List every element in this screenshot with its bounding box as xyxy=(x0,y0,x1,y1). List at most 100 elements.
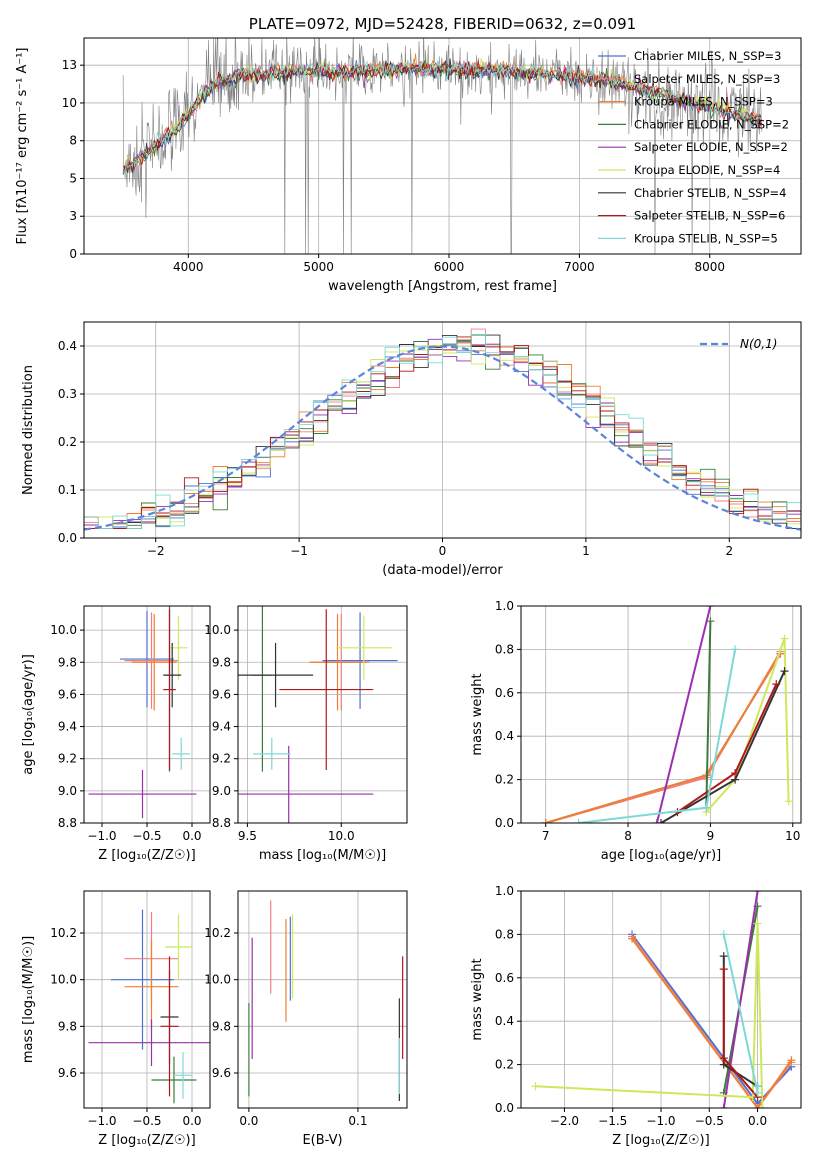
y-tick-label: 0.8 xyxy=(495,642,514,656)
legend-label: Salpeter ELODIE, N_SSP=2 xyxy=(634,140,788,154)
x-tick-label: −2.0 xyxy=(550,1114,579,1128)
x-tick-label: 0.0 xyxy=(748,1114,767,1128)
point-marker xyxy=(758,1104,767,1108)
plot-area xyxy=(531,891,796,1108)
y-tick-label: 0.2 xyxy=(495,773,514,787)
y-axis-label: mass weight xyxy=(470,958,485,1040)
point-marker xyxy=(719,952,728,961)
y-tick-label: 13 xyxy=(62,58,77,72)
model-line xyxy=(122,59,762,176)
point-marker xyxy=(706,617,715,626)
x-axis-label: (data-model)/error xyxy=(382,563,503,578)
series xyxy=(719,930,762,1097)
plot-area xyxy=(122,38,763,254)
point-marker xyxy=(628,934,637,943)
axes-frame xyxy=(83,605,211,824)
series xyxy=(531,919,767,1108)
y-tick-label: 10.2 xyxy=(50,926,77,940)
series xyxy=(702,617,715,812)
axes-frame xyxy=(83,890,211,1109)
grid xyxy=(84,891,210,1108)
point-marker xyxy=(753,1104,762,1108)
data-point xyxy=(253,737,291,770)
y-tick-label: 9.6 xyxy=(58,687,77,701)
point-marker xyxy=(652,819,661,823)
point-marker xyxy=(772,680,781,689)
y-tick-label: 0.4 xyxy=(495,729,514,743)
data-point xyxy=(88,769,197,819)
plot-area xyxy=(88,909,210,1104)
data-point xyxy=(238,642,314,708)
axes-frame xyxy=(83,321,802,539)
y-axis-label: mass [log₁₀(M/M☉)] xyxy=(21,936,36,1063)
point-marker xyxy=(719,965,728,974)
series xyxy=(673,680,781,817)
series xyxy=(719,891,762,1108)
point-marker xyxy=(719,1054,728,1063)
x-tick-label: 8000 xyxy=(694,260,725,274)
point-marker xyxy=(719,930,728,939)
grid xyxy=(238,891,407,1108)
data-point xyxy=(309,614,366,711)
x-tick-label: 0.1 xyxy=(348,1114,367,1128)
legend-label: Kroupa MILES, N_SSP=3 xyxy=(634,95,773,109)
y-tick-label: 9.0 xyxy=(58,784,77,798)
y-tick-label: 9.4 xyxy=(212,720,231,734)
x-axis-label: E(B-V) xyxy=(302,1133,342,1148)
x-tick-label: −1.5 xyxy=(598,1114,627,1128)
legend: Chabrier MILES, N_SSP=3 Salpeter MILES, N… xyxy=(598,49,789,245)
y-tick-label: 9.4 xyxy=(58,720,77,734)
model-line xyxy=(122,57,762,167)
x-tick-label: 0 xyxy=(439,544,447,558)
panel-mass-vs-z: −1.0 −0.5 0.0 9.6 9.8 10.0 10.2 Z [log₁₀(Z/Z☉)]… xyxy=(21,890,211,1148)
chart-title: PLATE=0972, MJD=52428, FIBERID=0632, z=0… xyxy=(249,15,636,33)
y-tick-label: 1.0 xyxy=(495,884,514,898)
x-axis-label: age [log₁₀(age/yr)] xyxy=(601,848,722,863)
x-tick-label: −0.5 xyxy=(132,1114,161,1128)
x-axis-label: mass [log₁₀(M/M☉)] xyxy=(259,848,386,863)
plot-area xyxy=(88,606,197,819)
x-tick-label: −2 xyxy=(147,544,165,558)
x-tick-label: −0.5 xyxy=(695,1114,724,1128)
y-axis-label: Normed distribution xyxy=(21,365,36,495)
y-tick-label: 10.0 xyxy=(50,973,77,987)
point-marker xyxy=(541,819,550,823)
data-point xyxy=(279,609,374,770)
point-marker xyxy=(787,1056,796,1065)
x-tick-label: 8 xyxy=(624,829,632,843)
point-marker xyxy=(780,667,789,676)
series xyxy=(719,965,762,1102)
axes-frame xyxy=(520,605,802,824)
panel-weight-vs-z: −2.0 −1.5 −1.0 −0.5 0.0 0.0 0.2 0.4 0.6 0.8 1.0 Z [… xyxy=(470,884,802,1148)
x-tick-label: 7 xyxy=(542,829,550,843)
data-point xyxy=(174,1052,192,1099)
panel-mass-vs-ebv: 0.0 0.1 9.6 9.8 10.0 10.2 E(B-V) xyxy=(204,890,408,1148)
point-marker xyxy=(731,645,740,654)
model-line xyxy=(122,58,762,173)
data-point xyxy=(165,914,192,980)
series-line xyxy=(655,606,712,823)
grid xyxy=(238,606,407,824)
data-point xyxy=(335,615,392,680)
y-tick-label: 0 xyxy=(69,247,77,261)
data-point xyxy=(238,745,374,823)
y-tick-label: 0.6 xyxy=(495,686,514,700)
y-tick-label: 1.0 xyxy=(495,599,514,613)
data-point xyxy=(88,1019,210,1066)
x-tick-label: 0.0 xyxy=(182,829,201,843)
point-marker xyxy=(702,803,711,812)
y-tick-label: 9.8 xyxy=(58,655,77,669)
y-tick-label: 10.0 xyxy=(204,623,231,637)
series xyxy=(628,932,796,1108)
y-tick-label: 9.8 xyxy=(212,655,231,669)
data-point xyxy=(160,956,179,1097)
y-tick-label: 9.0 xyxy=(212,784,231,798)
x-axis-label: Z [log₁₀(Z/Z☉)] xyxy=(612,1133,709,1148)
series xyxy=(628,934,796,1108)
plot-area xyxy=(238,606,398,823)
y-tick-label: 0.3 xyxy=(58,387,77,401)
y-tick-label: 9.6 xyxy=(212,1066,231,1080)
y-tick-label: 0.6 xyxy=(495,971,514,985)
histogram-step xyxy=(84,334,801,529)
y-tick-label: 0.0 xyxy=(495,1101,514,1115)
